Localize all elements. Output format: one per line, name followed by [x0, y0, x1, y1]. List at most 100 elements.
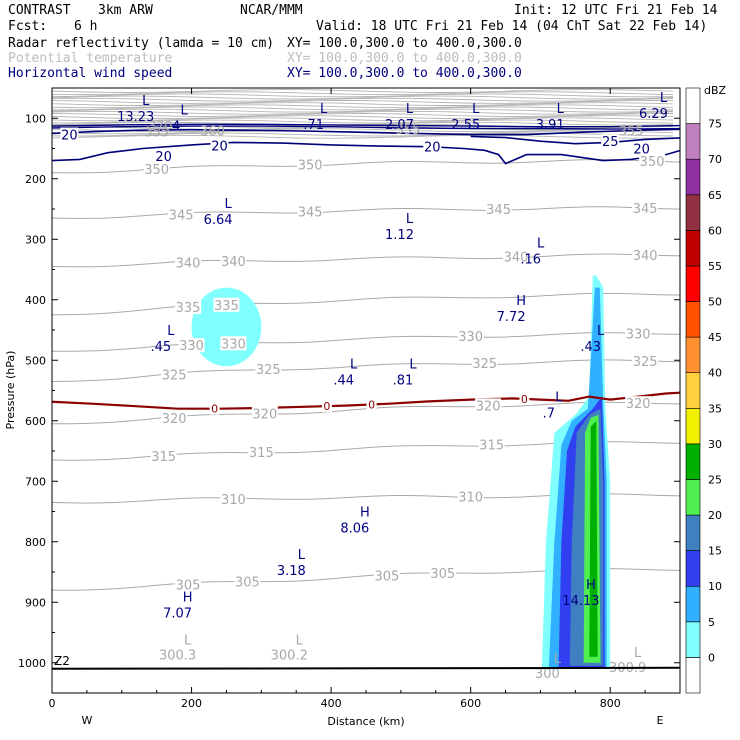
colorbar-unit: dBZ — [704, 84, 727, 97]
colorbar-swatch — [685, 443, 701, 480]
wind-extremum-type: L — [597, 324, 605, 339]
theta-extremum-type: L — [296, 634, 304, 649]
freezing-label-bg — [366, 398, 377, 411]
header-fcst-label: Fcst: — [8, 19, 48, 34]
contour-labels: 305 305 305 305 310 310 315 315 315 320 320 320 320 3… — [60, 91, 668, 682]
theta-label-bg — [475, 398, 502, 413]
wind-extremum-value: 13.23 — [117, 110, 154, 125]
theta-contour-label: 315 — [249, 446, 274, 461]
theta-contour-label: 345 — [633, 202, 658, 217]
colorbar-swatch — [685, 372, 701, 409]
x-tick-label: 800 — [600, 697, 621, 710]
x-tick-label: 0 — [49, 697, 56, 710]
theta-upper-line — [52, 104, 674, 109]
wind-extremum-value: .7 — [543, 407, 555, 422]
colorbar-swatch — [685, 621, 701, 658]
x-tick-label: 200 — [181, 697, 202, 710]
theta-label-bg — [234, 574, 261, 589]
y-tick-label: 500 — [25, 354, 46, 367]
header-org: NCAR/MMM — [240, 3, 303, 18]
theta-upper-line — [52, 110, 674, 115]
west-label: W — [82, 714, 93, 727]
theta-contour-320 — [52, 401, 680, 425]
theta-contour-label: 310 — [221, 493, 246, 508]
field-theta-xy: XY= 100.0,300.0 to 400.0,300.0 — [287, 51, 522, 66]
theta-label-bg — [161, 410, 188, 425]
wind-extremum-type: L — [406, 102, 414, 117]
theta-extremum-type: L — [554, 652, 562, 667]
theta-extremum-type: L — [634, 646, 642, 661]
theta-contour-label: 340 — [221, 255, 246, 270]
colorbar-level-label: 30 — [708, 438, 722, 451]
theta-contour-label: 330 — [626, 328, 651, 343]
theta-upper-line — [52, 95, 674, 100]
wind-label-bg — [601, 134, 620, 149]
wind-extremum-type: L — [180, 103, 188, 118]
colorbar-level-label: 75 — [708, 118, 722, 131]
wind-extremum-type: L — [409, 357, 417, 372]
theta-upper-label: 355 — [395, 123, 420, 138]
y-tick-label: 700 — [25, 475, 46, 488]
theta-label-bg — [373, 568, 400, 583]
freezing-level-line — [52, 391, 680, 410]
theta-label-bg — [143, 162, 170, 177]
theta-extremum-value: 300.2 — [271, 649, 308, 664]
wind-label-bg — [210, 138, 229, 153]
y-tick-label: 800 — [25, 536, 46, 549]
wind-extremum-type: L — [298, 548, 306, 563]
theta-label-bg — [503, 249, 530, 264]
theta-upper-line — [52, 134, 674, 139]
theta-contour-label: 330 — [458, 330, 483, 345]
wind-contour-upper-b — [52, 125, 680, 130]
colorbar-swatch — [685, 336, 701, 374]
reflectivity-layer-5 — [589, 420, 598, 657]
colorbar: 0 5 10 15 20 25 30 35 40 45 50 55 60 65 70 75 dBZ — [685, 84, 727, 694]
theta-label-bg — [639, 153, 666, 168]
colorbar-swatch — [685, 123, 701, 160]
theta-upper-line — [52, 91, 674, 96]
wind-extremum-type: L — [320, 102, 328, 117]
theta-contour-label: 345 — [169, 208, 194, 223]
theta-contour-label: 320 — [252, 407, 277, 422]
wind-extremum-type: L — [555, 391, 563, 406]
field-theta-name: Potential temperature — [8, 51, 173, 66]
wind-extremum-value: 3.91 — [536, 118, 565, 133]
wind-extremum-type: H — [183, 590, 193, 605]
colorbar-level-label: 60 — [708, 224, 722, 237]
theta-contour-label: 305 — [375, 570, 400, 585]
theta-upper-line — [52, 115, 674, 120]
wind-extremum-type: L — [406, 212, 414, 227]
theta-label-bg — [161, 367, 188, 382]
theta-contour-350 — [52, 159, 680, 174]
theta-label-bg — [429, 566, 456, 581]
theta-label-bg — [625, 326, 652, 341]
colorbar-level-label: 65 — [708, 189, 722, 202]
theta-contour-label: 315 — [151, 450, 176, 465]
wind-extremum-value: 1.12 — [385, 228, 414, 243]
theta-contour-label: 335 — [214, 299, 239, 314]
colorbar-level-label: 0 — [708, 651, 715, 664]
y-tick-label: 600 — [25, 415, 46, 428]
wind-extremum-value: .45 — [151, 340, 172, 355]
theta-label-bg — [485, 201, 512, 216]
wind-extremum-value: 2.55 — [451, 118, 480, 133]
theta-contour-label: 335 — [176, 301, 201, 316]
theta-upper-line — [52, 128, 674, 133]
colorbar-level-label: 20 — [708, 509, 722, 522]
theta-upper-label: 360 — [200, 124, 225, 139]
colorbar-swatch — [685, 479, 701, 516]
y-tick-label: 200 — [25, 173, 46, 186]
theta-contour-335 — [52, 292, 680, 316]
colorbar-swatch — [685, 550, 701, 587]
theta-label-bg — [175, 255, 202, 270]
theta-label-bg — [213, 297, 240, 312]
theta-upper-line — [52, 108, 674, 113]
colorbar-level-label: 10 — [708, 580, 722, 593]
theta-contour-label: 330 — [221, 337, 246, 352]
theta-contour-label: 325 — [256, 363, 281, 378]
theta-contour-label: 330 — [179, 339, 204, 354]
colorbar-swatch — [685, 514, 701, 551]
wind-extremum-type: L — [167, 324, 175, 339]
